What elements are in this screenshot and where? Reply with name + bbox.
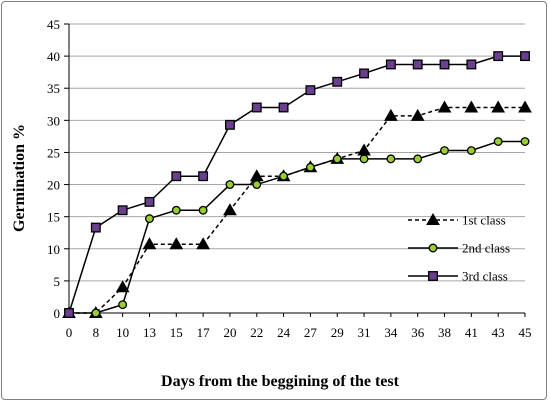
data-point-3rd-class <box>117 205 128 216</box>
data-point-2nd-class <box>466 146 476 155</box>
y-tick-label: 30 <box>47 113 60 128</box>
data-point-3rd-class <box>251 102 262 113</box>
y-tick-label: 45 <box>47 17 60 32</box>
data-point-2nd-class <box>198 205 208 215</box>
legend-marker-2nd-class <box>428 243 438 253</box>
x-tick-label: 10 <box>116 325 129 340</box>
x-tick-label: 29 <box>331 325 344 340</box>
data-point-3rd-class <box>224 119 235 130</box>
axes <box>64 23 526 317</box>
data-point-1st-class <box>196 237 210 250</box>
x-tick-label: 38 <box>438 325 451 340</box>
data-point-1st-class <box>518 100 532 113</box>
data-point-2nd-class <box>225 180 235 190</box>
y-tick-label: 5 <box>54 274 61 289</box>
x-tick-label: 43 <box>492 325 505 340</box>
data-point-2nd-class <box>171 205 181 215</box>
data-point-1st-class <box>384 108 398 121</box>
data-point-1st-class <box>169 237 184 250</box>
y-tick-label: 10 <box>47 242 60 257</box>
legend-label-3rd-class: 3rd class <box>462 269 508 284</box>
data-point-1st-class <box>437 100 452 113</box>
x-tick-label: 15 <box>170 325 183 340</box>
x-tick-label: 31 <box>358 325 371 340</box>
data-point-3rd-class <box>171 171 182 182</box>
x-tick-label: 45 <box>519 325 532 340</box>
data-point-2nd-class <box>359 154 369 164</box>
data-point-3rd-class <box>439 59 450 70</box>
x-tick-label: 24 <box>277 325 291 340</box>
y-tick-label: 0 <box>54 306 61 321</box>
data-point-3rd-class <box>385 59 396 70</box>
y-tick-label: 15 <box>47 210 60 225</box>
data-point-3rd-class <box>332 76 343 87</box>
data-point-1st-class <box>223 203 237 216</box>
data-point-2nd-class <box>252 180 262 190</box>
data-point-1st-class <box>491 100 506 113</box>
series-line-2nd-class <box>69 140 525 314</box>
legend-marker-3rd-class <box>428 271 438 281</box>
legend-marker-1st-class <box>426 212 440 225</box>
data-point-2nd-class <box>386 154 396 164</box>
x-tick-label: 34 <box>384 325 398 340</box>
data-point-3rd-class <box>466 59 477 70</box>
data-point-1st-class <box>115 280 130 293</box>
data-point-3rd-class <box>278 102 289 113</box>
x-tick-label: 13 <box>143 325 156 340</box>
y-tick-label: 25 <box>47 145 60 160</box>
legend-label-2nd-class: 2nd class <box>462 241 510 256</box>
y-axis-title: Germination % <box>11 124 28 232</box>
x-tick-label: 8 <box>93 325 100 340</box>
gridlines <box>69 23 525 282</box>
data-point-3rd-class <box>90 222 101 233</box>
data-point-2nd-class <box>332 154 342 164</box>
data-point-2nd-class <box>493 137 503 146</box>
x-tick-label: 22 <box>250 325 263 340</box>
data-point-2nd-class <box>413 154 423 164</box>
data-point-2nd-class <box>118 300 128 310</box>
x-tick-label: 0 <box>66 325 73 340</box>
data-point-3rd-class <box>305 85 316 96</box>
data-point-3rd-class <box>144 196 155 207</box>
legend-label-1st-class: 1st class <box>462 213 506 228</box>
data-point-3rd-class <box>64 308 74 318</box>
x-tick-label: 41 <box>465 325 478 340</box>
data-point-1st-class <box>464 100 479 113</box>
data-point-2nd-class <box>91 308 101 318</box>
data-point-3rd-class <box>359 68 370 79</box>
data-point-2nd-class <box>440 146 449 155</box>
tick-labels: 0 5 10 15 20 25 30 35 40 45 0 8 10 13 15 17 20 22 24 27 29 31… <box>47 17 532 340</box>
legend: 1st class 2nd class 3rd class <box>408 213 510 284</box>
series-line-1st-class <box>69 106 525 314</box>
data-point-3rd-class <box>520 51 530 62</box>
series-markers <box>62 51 532 318</box>
data-point-3rd-class <box>198 171 209 182</box>
x-axis-title: Days from the beggining of the test <box>161 373 400 390</box>
data-point-2nd-class <box>145 214 154 224</box>
data-point-2nd-class <box>305 162 315 172</box>
data-point-3rd-class <box>493 51 504 62</box>
data-point-2nd-class <box>520 137 530 146</box>
data-point-2nd-class <box>279 171 289 181</box>
y-tick-label: 35 <box>47 81 60 96</box>
data-point-1st-class <box>410 108 425 121</box>
data-point-1st-class <box>142 237 157 250</box>
x-tick-label: 17 <box>197 325 211 340</box>
x-tick-label: 20 <box>223 325 236 340</box>
y-tick-label: 20 <box>47 178 60 193</box>
data-point-3rd-class <box>412 59 423 70</box>
y-tick-label: 40 <box>47 49 60 64</box>
x-tick-label: 36 <box>411 325 425 340</box>
x-tick-label: 27 <box>304 325 318 340</box>
